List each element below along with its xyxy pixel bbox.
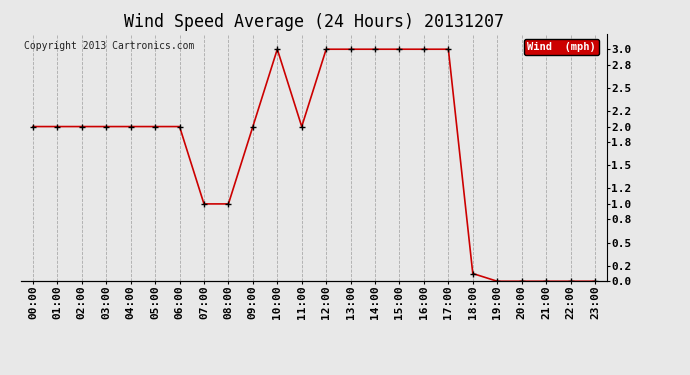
Legend: Wind  (mph): Wind (mph): [524, 39, 599, 55]
Text: Copyright 2013 Cartronics.com: Copyright 2013 Cartronics.com: [23, 41, 194, 51]
Title: Wind Speed Average (24 Hours) 20131207: Wind Speed Average (24 Hours) 20131207: [124, 13, 504, 31]
